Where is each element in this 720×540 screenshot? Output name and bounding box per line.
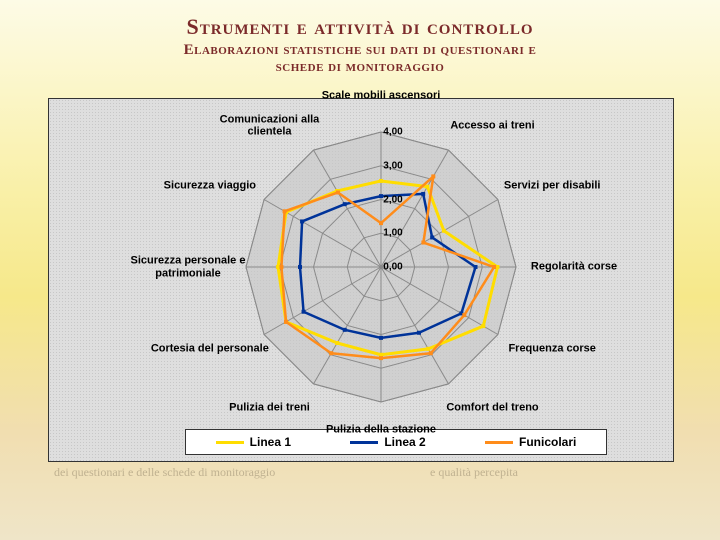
slide-page: Strumenti e attività di controllo Elabor… bbox=[0, 0, 720, 540]
legend-item: Linea 1 bbox=[216, 435, 291, 449]
tick-label: 2,00 bbox=[383, 194, 402, 205]
legend-item: Linea 2 bbox=[350, 435, 425, 449]
radar-chart bbox=[49, 99, 673, 461]
legend-swatch bbox=[216, 441, 244, 444]
tick-label: 4,00 bbox=[383, 127, 402, 138]
footer-right: e qualità percepita bbox=[430, 465, 518, 480]
axis-label: Servizi per disabili bbox=[482, 179, 622, 192]
axis-label: Scale mobili ascensori bbox=[311, 90, 451, 103]
axis-label: Comfort del treno bbox=[423, 402, 563, 415]
legend-label: Linea 2 bbox=[384, 435, 425, 449]
axis-label: Comunicazioni alla clientela bbox=[200, 113, 340, 138]
axis-label: Sicurezza viaggio bbox=[140, 179, 280, 192]
axis-label: Sicurezza personale e patrimoniale bbox=[118, 254, 258, 279]
legend-label: Linea 1 bbox=[250, 435, 291, 449]
axis-label: Frequenza corse bbox=[482, 342, 622, 355]
axis-label: Cortesia del personale bbox=[140, 342, 280, 355]
page-subtitle: Elaborazioni statistiche sui dati di que… bbox=[0, 42, 720, 77]
axis-label: Pulizia dei treni bbox=[200, 402, 340, 415]
axis-label: Pulizia della stazione bbox=[311, 424, 451, 437]
legend-label: Funicolari bbox=[519, 435, 576, 449]
tick-label: 1,00 bbox=[383, 228, 402, 239]
radar-chart-box: Linea 1 Linea 2 Funicolari 0,00 1,00 2,00 3,0… bbox=[48, 98, 674, 462]
footer-left: dei questionari e delle schede di monito… bbox=[54, 465, 275, 480]
page-title: Strumenti e attività di controllo bbox=[0, 0, 720, 40]
axis-label: Regolarità corse bbox=[504, 261, 644, 274]
subtitle-line1: Elaborazioni statistiche sui dati di que… bbox=[184, 42, 537, 58]
legend-swatch bbox=[350, 441, 378, 444]
legend-item: Funicolari bbox=[485, 435, 576, 449]
subtitle-line2: schede di monitoraggio bbox=[276, 59, 445, 75]
axis-label: Accesso ai treni bbox=[423, 120, 563, 133]
legend-swatch bbox=[485, 441, 513, 444]
tick-label: 0,00 bbox=[383, 262, 402, 273]
tick-label: 3,00 bbox=[383, 160, 402, 171]
